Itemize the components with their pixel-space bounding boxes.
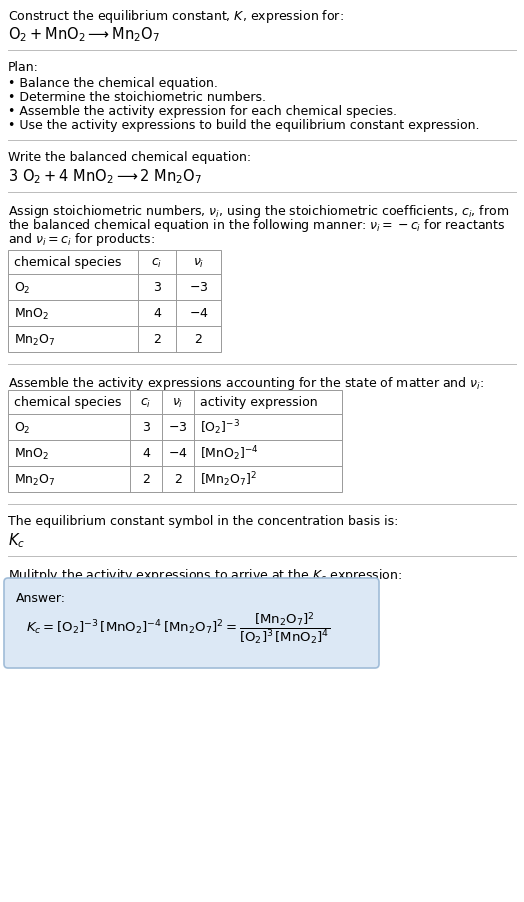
- Text: $c_i$: $c_i$: [151, 256, 162, 270]
- Text: $-4$: $-4$: [168, 447, 188, 460]
- Text: $\nu_i$: $\nu_i$: [172, 396, 184, 410]
- Text: $-3$: $-3$: [168, 421, 188, 434]
- Text: Answer:: Answer:: [16, 592, 66, 604]
- Text: $\mathrm{MnO_2}$: $\mathrm{MnO_2}$: [14, 446, 49, 461]
- Text: $[\mathrm{Mn_2O_7}]^2$: $[\mathrm{Mn_2O_7}]^2$: [200, 470, 257, 489]
- Text: $\mathrm{O_2}$: $\mathrm{O_2}$: [14, 281, 30, 295]
- Text: the balanced chemical equation in the following manner: $\nu_i = -c_i$ for react: the balanced chemical equation in the fo…: [8, 216, 506, 234]
- Text: $-3$: $-3$: [189, 281, 208, 294]
- Text: 2: 2: [194, 333, 202, 346]
- Text: chemical species: chemical species: [14, 396, 122, 409]
- Text: $[\mathrm{MnO_2}]^{-4}$: $[\mathrm{MnO_2}]^{-4}$: [200, 444, 259, 463]
- Text: 3: 3: [153, 281, 161, 294]
- Text: and $\nu_i = c_i$ for products:: and $\nu_i = c_i$ for products:: [8, 231, 155, 248]
- Text: chemical species: chemical species: [14, 256, 122, 269]
- Text: $\mathrm{Mn_2O_7}$: $\mathrm{Mn_2O_7}$: [14, 472, 56, 487]
- Text: $K_c = [\mathrm{O_2}]^{-3}\,[\mathrm{MnO_2}]^{-4}\,[\mathrm{Mn_2O_7}]^2 = \dfrac: $K_c = [\mathrm{O_2}]^{-3}\,[\mathrm{MnO…: [26, 611, 330, 647]
- Text: 2: 2: [153, 333, 161, 346]
- Text: 2: 2: [142, 473, 150, 486]
- Text: Assemble the activity expressions accounting for the state of matter and $\nu_i$: Assemble the activity expressions accoun…: [8, 374, 484, 391]
- Text: $\nu_i$: $\nu_i$: [193, 256, 204, 270]
- Text: 4: 4: [142, 447, 150, 460]
- Text: • Balance the chemical equation.: • Balance the chemical equation.: [8, 77, 218, 90]
- Text: 3: 3: [142, 421, 150, 434]
- Text: $K_c$: $K_c$: [8, 530, 25, 549]
- Text: Plan:: Plan:: [8, 61, 39, 74]
- Text: $\mathrm{O_2 + MnO_2 \longrightarrow Mn_2O_7}$: $\mathrm{O_2 + MnO_2 \longrightarrow Mn_…: [8, 25, 160, 43]
- Text: $c_i$: $c_i$: [140, 396, 151, 410]
- Text: $\mathrm{O_2}$: $\mathrm{O_2}$: [14, 420, 30, 435]
- Text: $\mathrm{3\ O_2 + 4\ MnO_2 \longrightarrow 2\ Mn_2O_7}$: $\mathrm{3\ O_2 + 4\ MnO_2 \longrightarr…: [8, 167, 202, 186]
- Text: Mulitply the activity expressions to arrive at the $K_c$ expression:: Mulitply the activity expressions to arr…: [8, 566, 402, 584]
- FancyBboxPatch shape: [4, 578, 379, 668]
- Text: The equilibrium constant symbol in the concentration basis is:: The equilibrium constant symbol in the c…: [8, 514, 398, 528]
- Text: • Use the activity expressions to build the equilibrium constant expression.: • Use the activity expressions to build …: [8, 119, 479, 132]
- Text: $-4$: $-4$: [189, 308, 209, 320]
- Text: Write the balanced chemical equation:: Write the balanced chemical equation:: [8, 151, 251, 164]
- Text: $\mathrm{MnO_2}$: $\mathrm{MnO_2}$: [14, 306, 49, 321]
- Text: 2: 2: [174, 473, 182, 486]
- Text: $[\mathrm{O_2}]^{-3}$: $[\mathrm{O_2}]^{-3}$: [200, 419, 240, 437]
- Text: • Assemble the activity expression for each chemical species.: • Assemble the activity expression for e…: [8, 105, 397, 118]
- Text: 4: 4: [153, 308, 161, 320]
- Text: $\mathrm{Mn_2O_7}$: $\mathrm{Mn_2O_7}$: [14, 332, 56, 347]
- Text: activity expression: activity expression: [200, 396, 318, 409]
- Text: Assign stoichiometric numbers, $\nu_i$, using the stoichiometric coefficients, $: Assign stoichiometric numbers, $\nu_i$, …: [8, 203, 509, 220]
- Text: Construct the equilibrium constant, $K$, expression for:: Construct the equilibrium constant, $K$,…: [8, 8, 344, 25]
- Text: • Determine the stoichiometric numbers.: • Determine the stoichiometric numbers.: [8, 91, 266, 104]
